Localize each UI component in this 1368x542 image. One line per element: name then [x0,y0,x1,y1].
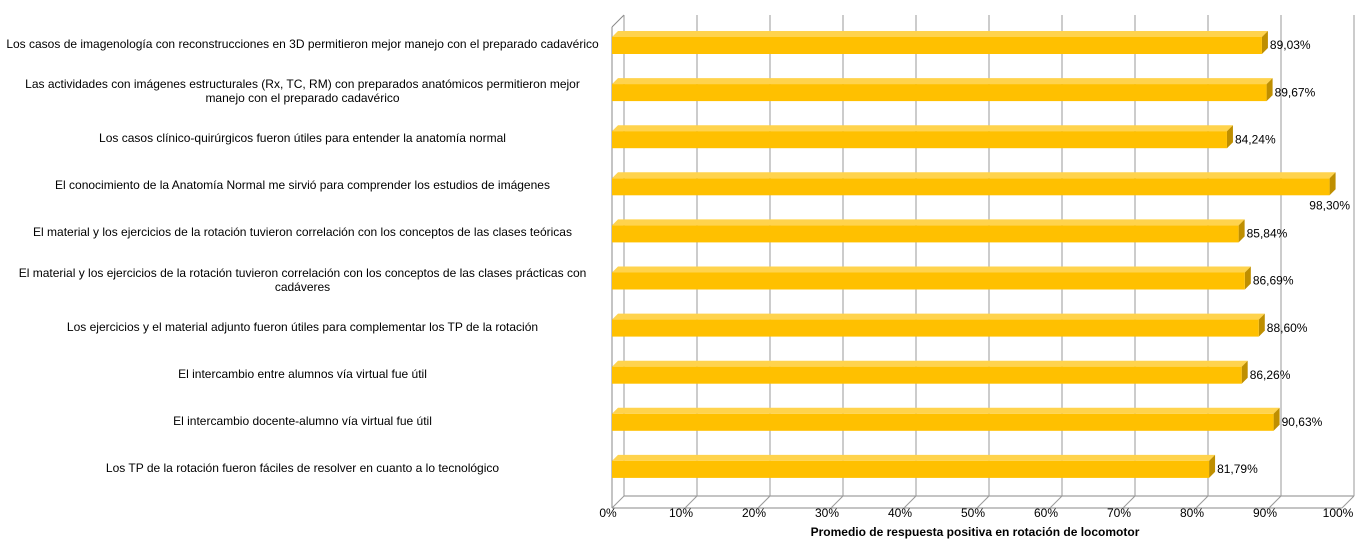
x-tick-label: 60% [1034,506,1058,520]
y-tick-label: Las actividades con imágenes estructural… [25,77,580,106]
floor-grid-line [830,495,844,509]
x-tick-label: 70% [1107,506,1131,520]
x-tick-label: 30% [815,506,839,520]
x-tick-label: 80% [1180,506,1204,520]
bar-top [612,266,1251,273]
bar-top [612,125,1233,132]
bar-top [612,360,1248,367]
floor-grid-line [1049,495,1063,509]
x-tick-label: 90% [1253,506,1277,520]
bar-top [612,78,1273,85]
bar [612,178,1330,196]
bar [612,272,1245,290]
y-tick-label: Los TP de la rotación fueron fáciles de … [105,460,500,475]
bar [612,84,1267,102]
bar-side [1241,360,1248,384]
x-tick-label: 20% [742,506,766,520]
bar [612,319,1259,337]
floor-grid-line [1268,495,1282,509]
x-tick-label: 0% [599,506,617,520]
floor-grid-line [611,495,625,509]
bar-side [1266,78,1273,102]
value-label: 86,26% [1250,368,1291,382]
bar-side [1209,454,1216,478]
value-label: 89,03% [1270,38,1311,52]
value-label: 90,63% [1282,415,1323,429]
floor-grid-line [1195,495,1209,509]
bar [612,366,1242,384]
y-tick-label: Los casos clínico-quirúrgicos fueron úti… [99,131,506,146]
bar-side [1226,125,1233,149]
bar-top [612,407,1280,414]
value-label: 86,69% [1253,274,1294,288]
bar-side [1273,407,1280,431]
x-tick-label: 50% [961,506,985,520]
bar-top [612,172,1336,179]
bar [612,131,1227,149]
floor-grid-line [757,495,771,509]
x-tick-label: 10% [669,506,693,520]
bar [612,37,1262,54]
value-label: 89,67% [1275,85,1316,99]
value-label: 81,79% [1217,462,1258,476]
bar [612,460,1210,478]
bar-side [1244,266,1251,290]
y-tick-label: El intercambio entre alumnos vía virtual… [178,366,427,381]
floor-grid-line [976,495,990,509]
y-tick-label: El material y los ejercicios de la rotac… [18,265,587,294]
value-label: 88,60% [1267,321,1308,335]
bar [612,225,1239,243]
x-tick-label: 100% [1323,506,1354,520]
y-tick-label: El conocimiento de la Anatomía Normal me… [55,178,550,193]
value-label: 84,24% [1235,132,1276,146]
x-axis-title: Promedio de respuesta positiva en rotaci… [811,525,1140,539]
floor-grid-line [684,495,698,509]
y-tick-label: El material y los ejercicios de la rotac… [33,225,572,240]
floor-grid-line [1341,495,1355,509]
y-tick-label: El intercambio docente-alumno vía virtua… [173,413,432,428]
value-label: 98,30% [1309,198,1350,212]
bar-side [1258,313,1265,337]
bar-top [612,313,1265,320]
value-label: 85,84% [1247,227,1288,241]
x-tick-label: 40% [888,506,912,520]
bar-side [1238,219,1245,243]
floor-grid-line [903,495,917,509]
bar-top [612,454,1216,461]
bar-top [612,31,1268,37]
bar-top [612,219,1245,226]
side-wall-top [611,14,625,28]
y-tick-label: Los ejercicios y el material adjunto fue… [66,319,539,334]
bar-side [1261,31,1268,54]
y-tick-label: Los casos de imagenología con reconstruc… [6,37,599,51]
bar [612,413,1274,431]
bar-side [1329,172,1336,196]
floor-grid-line [1122,495,1136,509]
